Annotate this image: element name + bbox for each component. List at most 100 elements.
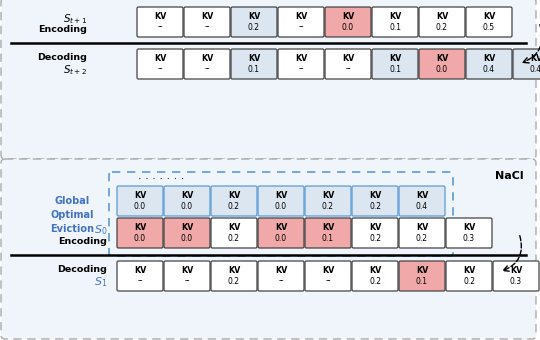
Text: 0.0: 0.0: [181, 234, 193, 242]
FancyBboxPatch shape: [231, 49, 277, 79]
Text: KV: KV: [463, 223, 475, 232]
FancyBboxPatch shape: [1, 159, 536, 339]
Text: KV: KV: [416, 191, 428, 200]
FancyBboxPatch shape: [231, 7, 277, 37]
Text: KV: KV: [510, 266, 522, 275]
Text: KV: KV: [416, 266, 428, 275]
FancyBboxPatch shape: [1, 0, 536, 159]
Text: KV: KV: [369, 266, 381, 275]
Text: Decoding: Decoding: [37, 53, 87, 62]
FancyBboxPatch shape: [466, 7, 512, 37]
Text: 0.2: 0.2: [228, 234, 240, 242]
Text: KV: KV: [530, 54, 540, 63]
FancyBboxPatch shape: [184, 49, 230, 79]
Text: KV: KV: [483, 12, 495, 21]
Text: KV: KV: [436, 12, 448, 21]
Text: KV: KV: [228, 191, 240, 200]
FancyBboxPatch shape: [399, 186, 445, 216]
FancyBboxPatch shape: [305, 218, 351, 248]
Text: 0.1: 0.1: [389, 22, 401, 32]
Text: 0.2: 0.2: [463, 276, 475, 286]
Text: KV: KV: [322, 223, 334, 232]
FancyBboxPatch shape: [137, 7, 183, 37]
FancyBboxPatch shape: [164, 186, 210, 216]
Text: 0.2: 0.2: [369, 234, 381, 242]
FancyBboxPatch shape: [493, 261, 539, 291]
Text: --: --: [137, 276, 143, 286]
Text: KV: KV: [416, 223, 428, 232]
Text: KV: KV: [228, 266, 240, 275]
FancyBboxPatch shape: [352, 186, 398, 216]
FancyBboxPatch shape: [399, 261, 445, 291]
Text: KV: KV: [369, 223, 381, 232]
Text: --: --: [184, 276, 190, 286]
Text: Decoding: Decoding: [57, 265, 107, 274]
Text: 0.2: 0.2: [322, 202, 334, 210]
FancyBboxPatch shape: [117, 261, 163, 291]
Text: 0.2: 0.2: [248, 22, 260, 32]
FancyBboxPatch shape: [352, 218, 398, 248]
FancyBboxPatch shape: [137, 49, 183, 79]
Text: 0.1: 0.1: [248, 65, 260, 73]
Text: KV: KV: [134, 266, 146, 275]
FancyBboxPatch shape: [325, 7, 371, 37]
Text: KV: KV: [342, 54, 354, 63]
FancyBboxPatch shape: [164, 218, 210, 248]
FancyBboxPatch shape: [419, 49, 465, 79]
FancyBboxPatch shape: [446, 218, 492, 248]
Text: $S_1$: $S_1$: [94, 275, 107, 289]
Text: --: --: [345, 65, 351, 73]
Text: KV: KV: [342, 12, 354, 21]
Text: 0.3: 0.3: [510, 276, 522, 286]
Text: KV: KV: [295, 54, 307, 63]
FancyBboxPatch shape: [372, 49, 418, 79]
FancyBboxPatch shape: [399, 218, 445, 248]
Text: --: --: [157, 22, 163, 32]
Text: KV: KV: [248, 54, 260, 63]
FancyBboxPatch shape: [211, 218, 257, 248]
Text: Global
Optimal
Eviction: Global Optimal Eviction: [50, 196, 94, 234]
Text: --: --: [157, 65, 163, 73]
Text: --: --: [204, 65, 210, 73]
Text: KV: KV: [181, 266, 193, 275]
Text: 0.2: 0.2: [436, 22, 448, 32]
FancyBboxPatch shape: [258, 186, 304, 216]
FancyBboxPatch shape: [466, 49, 512, 79]
Text: 0.0: 0.0: [275, 202, 287, 210]
Text: 0.0: 0.0: [134, 234, 146, 242]
Text: KV: KV: [201, 12, 213, 21]
Text: --: --: [298, 22, 303, 32]
Text: KV: KV: [322, 191, 334, 200]
FancyBboxPatch shape: [164, 261, 210, 291]
FancyBboxPatch shape: [117, 218, 163, 248]
FancyBboxPatch shape: [258, 218, 304, 248]
Text: 0.4: 0.4: [530, 65, 540, 73]
FancyBboxPatch shape: [325, 49, 371, 79]
Text: NaCl: NaCl: [495, 171, 524, 181]
Text: KV: KV: [483, 54, 495, 63]
Text: 0.2: 0.2: [416, 234, 428, 242]
Text: $S_{t+2}$: $S_{t+2}$: [63, 63, 87, 77]
Text: KV: KV: [228, 223, 240, 232]
Text: KV: KV: [389, 54, 401, 63]
Text: 0.0: 0.0: [275, 234, 287, 242]
FancyBboxPatch shape: [117, 186, 163, 216]
Text: 0.0: 0.0: [342, 22, 354, 32]
Text: KV: KV: [275, 223, 287, 232]
FancyBboxPatch shape: [305, 261, 351, 291]
FancyBboxPatch shape: [352, 261, 398, 291]
Text: $S_0$: $S_0$: [93, 223, 107, 237]
Text: 0.0: 0.0: [181, 202, 193, 210]
FancyBboxPatch shape: [258, 261, 304, 291]
Text: KV: KV: [134, 191, 146, 200]
Text: --: --: [204, 22, 210, 32]
FancyBboxPatch shape: [419, 7, 465, 37]
Text: 0.1: 0.1: [389, 65, 401, 73]
FancyBboxPatch shape: [372, 7, 418, 37]
Text: KV: KV: [134, 223, 146, 232]
Text: KV: KV: [463, 266, 475, 275]
Text: 0.1: 0.1: [322, 234, 334, 242]
Text: KV: KV: [369, 191, 381, 200]
Text: · · · · · · ·: · · · · · · ·: [138, 174, 184, 184]
Text: KV: KV: [248, 12, 260, 21]
